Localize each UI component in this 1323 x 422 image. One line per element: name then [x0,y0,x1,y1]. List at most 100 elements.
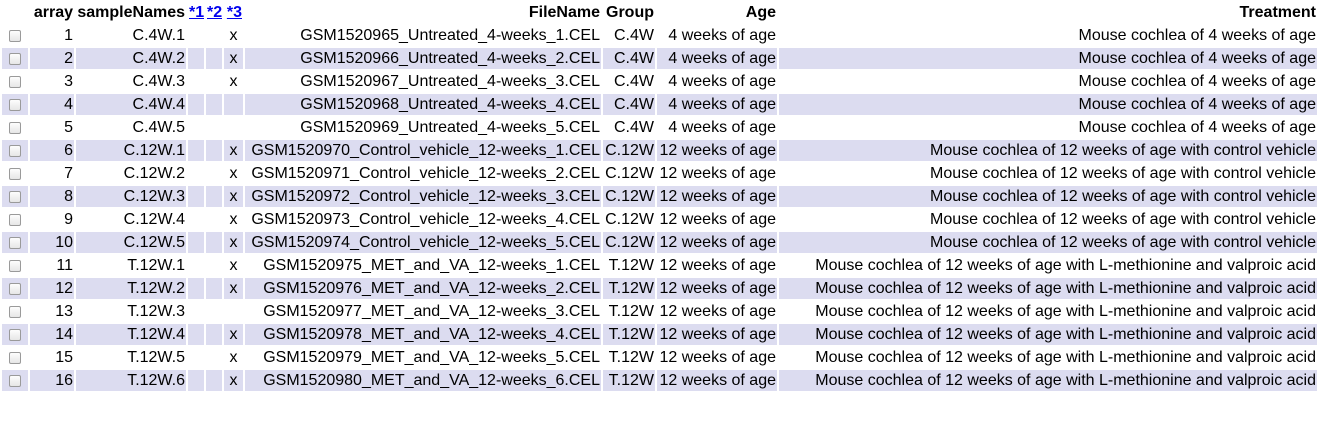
cell-mark-1 [188,278,204,299]
table-row: 16 T.12W.6 x GSM1520980_MET_and_VA_12-weeks… [2,370,1317,391]
cell-age: 12 weeks of age [657,140,777,161]
cell-array: 6 [30,140,74,161]
cell-mark-2 [206,48,222,69]
cell-mark-3: x [224,278,243,299]
cell-age: 12 weeks of age [657,370,777,391]
row-checkbox[interactable] [9,351,21,364]
cell-mark-1 [188,301,204,322]
cell-mark-1 [188,117,204,138]
mark-2-link[interactable]: *2 [207,4,222,21]
cell-sample-name: T.12W.3 [127,303,185,320]
cell-sample-name: T.12W.6 [76,370,186,391]
row-checkbox[interactable] [9,236,21,249]
row-checkbox[interactable] [9,75,21,88]
cell-mark-1 [188,232,204,253]
cell-array: 2 [30,48,74,69]
cell-file-name: GSM1520975_MET_and_VA_12-weeks_1.CEL [263,257,600,274]
cell-mark-2 [206,278,222,299]
cell-mark-3: x [224,370,243,391]
row-select [2,25,28,46]
cell-group: T.12W [608,349,654,366]
row-checkbox[interactable] [9,374,21,387]
cell-mark-1 [188,255,204,276]
row-select [2,232,28,253]
row-checkbox[interactable] [9,190,21,203]
row-checkbox[interactable] [9,259,21,272]
row-checkbox[interactable] [9,328,21,341]
cell-age: 12 weeks of age [659,211,776,228]
cell-age: 12 weeks of age [659,349,776,366]
table-row: 3 C.4W.3 x GSM1520967_Untreated_4-weeks_3.C… [2,71,1317,92]
cell-mark-3: x [229,165,238,182]
row-select [2,370,28,391]
cell-mark-1 [188,209,204,230]
cell-mark-2 [206,186,222,207]
cell-file-name: GSM1520973_Control_vehicle_12-weeks_4.CE… [251,211,600,228]
cell-group: C.4W [614,119,654,136]
row-checkbox[interactable] [9,144,21,157]
row-checkbox[interactable] [9,282,21,295]
cell-file-name: GSM1520972_Control_vehicle_12-weeks_3.CE… [245,186,601,207]
cell-treatment: Mouse cochlea of 12 weeks of age with L-… [815,349,1316,366]
cell-array: 4 [30,94,74,115]
cell-file-name: GSM1520976_MET_and_VA_12-weeks_2.CEL [245,278,601,299]
row-checkbox[interactable] [9,52,21,65]
row-select [2,71,28,92]
cell-age: 4 weeks of age [657,48,777,69]
cell-file-name: GSM1520965_Untreated_4-weeks_1.CEL [300,27,600,44]
table-row: 5 C.4W.5 GSM1520969_Untreated_4-weeks_5.CE… [2,117,1317,138]
row-checkbox[interactable] [9,29,21,42]
header-mark-2: *2 [206,2,222,23]
cell-array: 1 [64,27,73,44]
cell-sample-name: C.12W.2 [123,165,185,182]
row-select [2,94,28,115]
row-checkbox[interactable] [9,98,21,111]
mark-3-link[interactable]: *3 [226,4,242,21]
cell-mark-3 [224,94,243,115]
cell-mark-3: x [229,27,238,44]
cell-array: 15 [55,349,73,366]
table-row: 10 C.12W.5 x GSM1520974_Control_vehicle_12-… [2,232,1317,253]
cell-treatment: Mouse cochlea of 12 weeks of age with co… [779,232,1317,253]
table-row: 6 C.12W.1 x GSM1520970_Control_vehicle_12-w… [2,140,1317,161]
mark-1-link[interactable]: *1 [189,4,204,21]
row-checkbox[interactable] [9,305,21,318]
cell-group: C.4W [614,73,654,90]
table-row: 1 C.4W.1 x GSM1520965_Untreated_4-weeks_1.C… [2,25,1317,46]
table-row: 2 C.4W.2 x GSM1520966_Untreated_4-weeks_2.C… [2,48,1317,69]
cell-sample-name: C.12W.3 [76,186,186,207]
cell-treatment: Mouse cochlea of 12 weeks of age with L-… [815,257,1316,274]
header-array: array [33,4,73,21]
cell-mark-1 [188,370,204,391]
cell-mark-2 [206,117,222,138]
cell-mark-3 [224,301,243,322]
row-checkbox[interactable] [9,213,21,226]
cell-file-name: GSM1520966_Untreated_4-weeks_2.CEL [245,48,601,69]
cell-age: 4 weeks of age [668,119,776,136]
cell-mark-3: x [224,232,243,253]
cell-group: C.12W [605,211,654,228]
table-row: 8 C.12W.3 x GSM1520972_Control_vehicle_12-w… [2,186,1317,207]
cell-group: C.4W [614,27,654,44]
cell-group: C.4W [603,94,655,115]
row-checkbox[interactable] [9,121,21,134]
table-row: 9 C.12W.4 x GSM1520973_Control_vehicle_12-w… [2,209,1317,230]
row-select [2,140,28,161]
cell-group: C.12W [603,186,655,207]
row-select [2,186,28,207]
cell-mark-2 [206,301,222,322]
cell-file-name: GSM1520969_Untreated_4-weeks_5.CEL [300,119,600,136]
cell-age: 12 weeks of age [657,324,777,345]
row-select [2,301,28,322]
row-checkbox[interactable] [9,167,21,180]
cell-array: 9 [64,211,73,228]
cell-mark-3: x [229,211,238,228]
cell-sample-name: T.12W.2 [76,278,186,299]
cell-mark-1 [188,25,204,46]
cell-file-name: GSM1520970_Control_vehicle_12-weeks_1.CE… [245,140,601,161]
header-mark-1: *1 [188,2,204,23]
cell-mark-3: x [224,186,243,207]
cell-mark-1 [188,186,204,207]
cell-age: 12 weeks of age [659,303,776,320]
cell-treatment: Mouse cochlea of 12 weeks of age with L-… [779,278,1317,299]
